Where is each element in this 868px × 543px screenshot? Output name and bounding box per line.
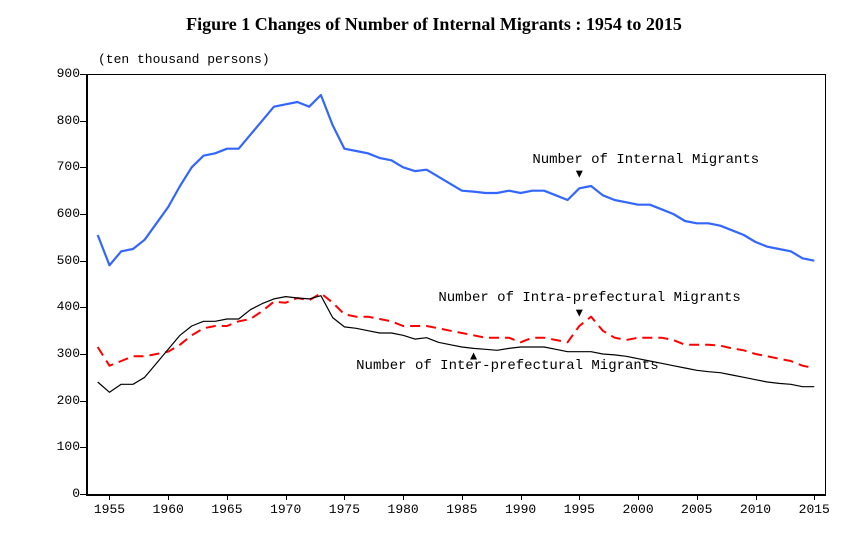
x-tick-label: 1975 <box>329 502 360 517</box>
x-tick-label: 1985 <box>446 502 477 517</box>
y-tick-label: 600 <box>40 206 80 221</box>
x-tick <box>814 494 815 500</box>
x-tick <box>168 494 169 500</box>
x-tick <box>756 494 757 500</box>
series-line <box>98 95 815 265</box>
x-tick-label: 1990 <box>505 502 536 517</box>
annotation-marker-icon: ▲ <box>468 349 480 364</box>
x-tick <box>109 494 110 500</box>
x-tick-label: 1965 <box>211 502 242 517</box>
series-annotation: Number of Inter-prefectural Migrants <box>356 358 658 374</box>
y-tick-label: 100 <box>40 439 80 454</box>
annotation-marker-icon: ▼ <box>573 305 585 320</box>
annotation-marker-icon: ▼ <box>573 167 585 182</box>
x-tick-label: 2010 <box>740 502 771 517</box>
y-tick-label: 500 <box>40 253 80 268</box>
x-tick <box>344 494 345 500</box>
x-tick <box>521 494 522 500</box>
x-tick <box>462 494 463 500</box>
y-tick <box>80 494 86 495</box>
x-tick-label: 2005 <box>681 502 712 517</box>
y-tick-label: 0 <box>40 486 80 501</box>
series-annotation: Number of Intra-prefectural Migrants <box>438 290 740 306</box>
x-axis <box>86 494 826 496</box>
series-layer <box>86 74 826 494</box>
y-tick-label: 800 <box>40 113 80 128</box>
x-tick <box>579 494 580 500</box>
x-tick <box>697 494 698 500</box>
y-tick-label: 700 <box>40 159 80 174</box>
x-tick-label: 2000 <box>622 502 653 517</box>
x-tick-label: 1995 <box>564 502 595 517</box>
y-tick-label: 900 <box>40 66 80 81</box>
figure-container: Figure 1 Changes of Number of Internal M… <box>0 0 868 543</box>
y-tick-label: 400 <box>40 299 80 314</box>
figure-title: Figure 1 Changes of Number of Internal M… <box>0 14 868 35</box>
y-tick-label: 200 <box>40 393 80 408</box>
series-annotation: Number of Internal Migrants <box>532 152 759 168</box>
x-tick-label: 1970 <box>270 502 301 517</box>
x-tick-label: 1960 <box>153 502 184 517</box>
x-tick-label: 2015 <box>799 502 830 517</box>
x-tick <box>286 494 287 500</box>
x-tick <box>638 494 639 500</box>
x-tick-label: 1955 <box>94 502 125 517</box>
x-tick <box>227 494 228 500</box>
y-axis-label: (ten thousand persons) <box>98 52 270 67</box>
y-tick-label: 300 <box>40 346 80 361</box>
x-tick <box>403 494 404 500</box>
x-tick-label: 1980 <box>388 502 419 517</box>
